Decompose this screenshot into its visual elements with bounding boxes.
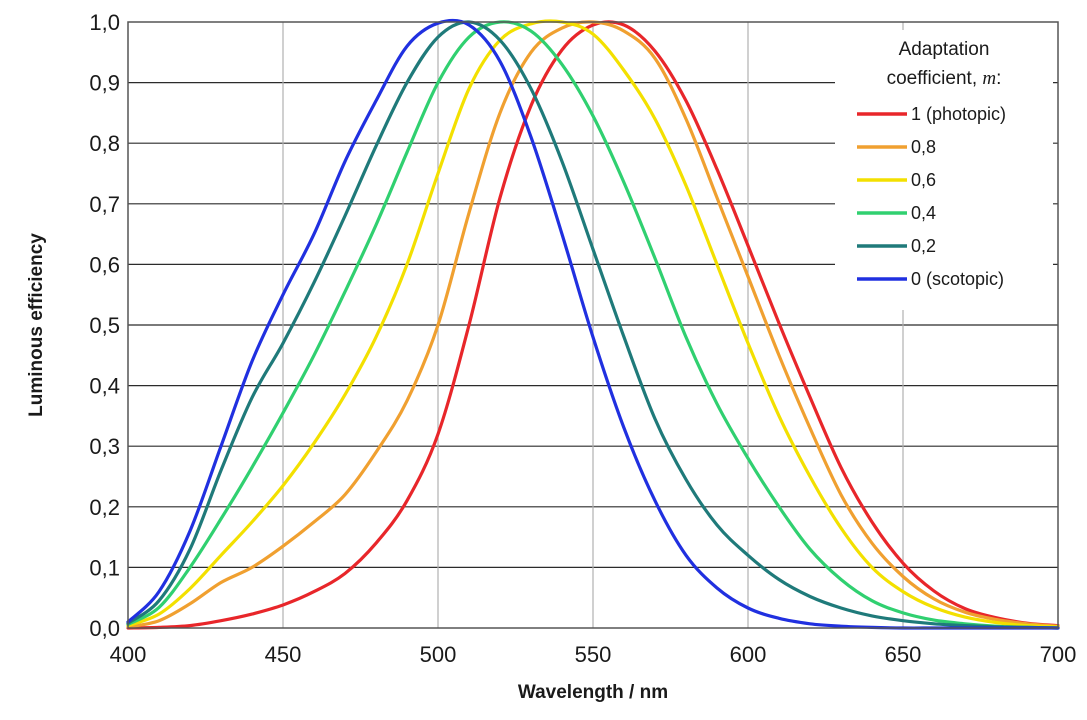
legend-label-3: 0,4 [911,203,936,223]
legend-title-symbol: m [982,68,996,89]
grid-layer [128,22,1058,628]
x-tick-label: 400 [110,642,147,667]
tick-layer: 0,0 0,1 0,2 0,3 0,4 0,5 0,6 0,7 0,8 0,9 1,0 400 450 5… [89,10,1076,667]
legend: Adaptation coefficient, m: 1 (photopic) 0… [835,30,1053,310]
legend-title-line1: Adaptation [899,39,990,60]
legend-title-line2: coefficient, m: [887,68,1002,89]
x-tick-label: 600 [730,642,767,667]
legend-label-5: 0 (scotopic) [911,269,1004,289]
legend-title-suffix: : [996,68,1001,89]
y-tick-label: 0,9 [89,71,120,96]
plot-frame [127,21,1059,629]
y-axis-title: Luminous efficiency [26,233,47,417]
legend-label-4: 0,2 [911,236,936,256]
series-line-2 [126,19,1060,629]
y-tick-label: 0,6 [89,252,120,277]
y-tick-label: 0,5 [89,313,120,338]
x-tick-label: 650 [885,642,922,667]
y-tick-label: 0,8 [89,131,120,156]
x-tick-label: 550 [575,642,612,667]
y-tick-label: 0,0 [89,616,120,641]
y-tick-label: 0,3 [89,434,120,459]
y-tick-label: 1,0 [89,10,120,35]
y-tick-label: 0,1 [89,555,120,580]
y-tick-label: 0,2 [89,495,120,520]
series-line-3 [126,20,1060,630]
x-tick-label: 450 [265,642,302,667]
legend-background [835,30,1053,310]
y-tick-label: 0,7 [89,192,120,217]
x-tick-label: 500 [420,642,457,667]
legend-title-text: coefficient, [887,68,977,89]
legend-label-2: 0,6 [911,170,936,190]
series-line-4 [126,20,1060,630]
y-tick-label: 0,4 [89,374,120,399]
legend-label-1: 0,8 [911,137,936,157]
x-tick-label: 700 [1040,642,1077,667]
legend-label-0: 1 (photopic) [911,104,1006,124]
x-axis-title: Wavelength / nm [518,682,668,703]
series-line-0 [126,20,1060,630]
legend-items: 1 (photopic) 0,8 0,6 0,4 0,2 0 (scotopic) [857,104,1006,289]
